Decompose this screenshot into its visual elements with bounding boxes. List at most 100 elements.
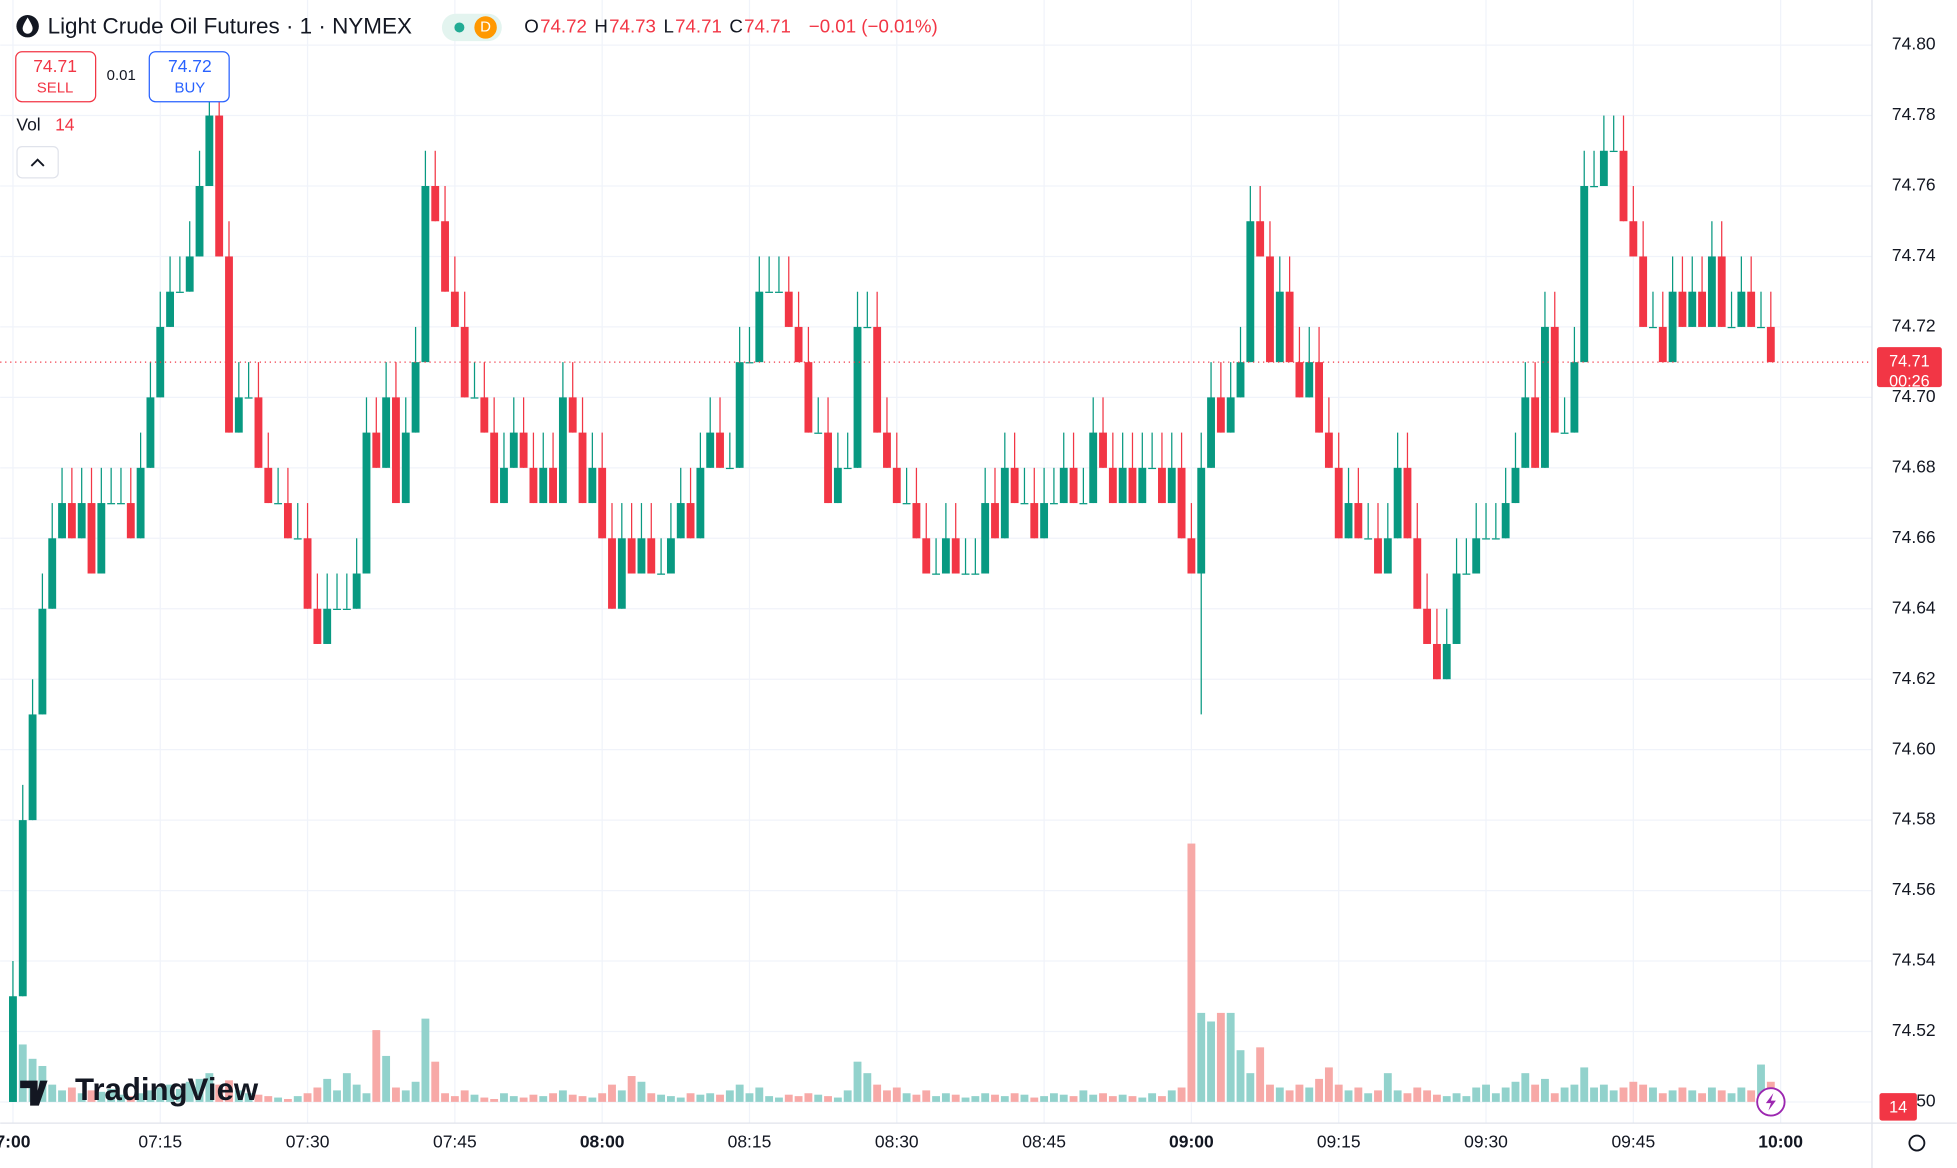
candle-body [175, 291, 184, 293]
candle-body [1177, 467, 1186, 539]
sell-button[interactable] [15, 51, 97, 103]
volume-bar [1246, 1073, 1255, 1102]
x-tick-label: 09:15 [1317, 1132, 1361, 1152]
volume-bar [1472, 1087, 1481, 1102]
volume-bar [450, 1096, 459, 1102]
candle-body [932, 573, 941, 575]
logo: TradingView [75, 1072, 259, 1107]
candle-body [421, 186, 430, 363]
candle-body [97, 503, 106, 574]
candle-body [1707, 256, 1716, 327]
volume-bar [1649, 1087, 1657, 1102]
volume-bar [431, 1061, 440, 1102]
volume-bar [1305, 1087, 1314, 1102]
volume-bar [1521, 1073, 1530, 1102]
volume-bar [107, 1088, 116, 1102]
collapse-button[interactable] [16, 146, 59, 179]
volume-bar [539, 1096, 548, 1102]
candle-body [627, 538, 636, 574]
candle-body [382, 397, 391, 468]
chevron-up[interactable] [30, 158, 45, 167]
candle-body [529, 467, 538, 504]
candle-body [185, 256, 194, 292]
volume-bar [362, 1093, 371, 1102]
badge-circle [474, 16, 497, 39]
candle-body [303, 538, 312, 609]
buy-price[interactable]: 74.72 [168, 56, 212, 76]
buy-button[interactable] [148, 51, 230, 103]
candle-body [1295, 362, 1304, 398]
candle-body [1668, 291, 1677, 363]
volume-bar [1138, 1097, 1147, 1102]
settings-icon[interactable] [1908, 1134, 1926, 1152]
candle-body [38, 608, 47, 715]
volume-bar [1285, 1090, 1294, 1102]
candle-body [470, 397, 479, 399]
candle-body [804, 362, 813, 433]
volume-bar [588, 1097, 597, 1102]
candle-body [1590, 186, 1598, 188]
x-tick-label: 08:45 [1022, 1132, 1066, 1152]
candle-body [1717, 256, 1726, 327]
candle-body [205, 115, 214, 187]
candle-body [539, 467, 548, 504]
volume-bar [1089, 1094, 1098, 1102]
volume-bar [126, 1096, 135, 1102]
volume-bar [1069, 1096, 1078, 1102]
candle-body [578, 432, 587, 504]
sell-price[interactable]: 74.71 [33, 56, 77, 76]
candle-body [264, 467, 273, 504]
sell-label[interactable]: SELL [37, 80, 74, 97]
candle-body [441, 221, 449, 292]
volume-bar [617, 1090, 626, 1102]
status-dot [454, 22, 465, 33]
candle-body [323, 608, 332, 644]
volume-bar [1668, 1090, 1677, 1102]
candle-body [706, 432, 715, 468]
candle-body [1757, 326, 1765, 329]
candle-body [676, 503, 685, 539]
candle-body [274, 503, 283, 505]
candle-body [362, 432, 371, 574]
volume-bar [146, 1090, 155, 1102]
volume-bar [1432, 1094, 1441, 1102]
volume-bar [303, 1093, 312, 1102]
y-tick-label: 74.60 [1892, 738, 1936, 758]
buy-label[interactable]: BUY [174, 80, 205, 97]
candle-body [1089, 432, 1098, 504]
volume-bar [1717, 1090, 1726, 1102]
volume-bar [1030, 1097, 1039, 1102]
candle-body [1020, 503, 1029, 505]
volume-bar [1560, 1087, 1569, 1102]
volume-bar [156, 1087, 165, 1102]
candle-body [225, 256, 233, 433]
volume-bar [1678, 1087, 1687, 1102]
candle-body [657, 573, 666, 575]
volume-bar [1118, 1094, 1127, 1102]
candle-body [981, 503, 990, 574]
y-tick-label: 74.66 [1892, 527, 1936, 547]
candle-body [1413, 538, 1422, 609]
volume-bar [637, 1081, 646, 1102]
volume-bar [274, 1097, 283, 1102]
candle-body [558, 397, 567, 504]
volume-bar [1315, 1078, 1324, 1102]
volume-bar [215, 1084, 224, 1102]
candle-body [1511, 467, 1520, 504]
volume-bar [1099, 1093, 1107, 1102]
volume-bar [1570, 1084, 1579, 1102]
volume-bar [333, 1090, 341, 1102]
candle-body [588, 467, 597, 504]
volume-bar [136, 1093, 145, 1102]
axes: 74.5074.5274.5474.5674.5874.6074.6274.64… [0, 34, 1942, 1152]
candle-body [1207, 397, 1215, 468]
legend-value: 74.71 [675, 15, 722, 36]
volume-bar [1040, 1096, 1049, 1102]
volume-bar [1442, 1096, 1451, 1102]
countdown: 00:26 [1889, 372, 1930, 390]
candle-body [1658, 326, 1667, 363]
candle-body [117, 503, 125, 505]
candle-body [1079, 503, 1088, 505]
volume-bar [254, 1094, 263, 1102]
lightning-icon[interactable] [1765, 1093, 1776, 1111]
